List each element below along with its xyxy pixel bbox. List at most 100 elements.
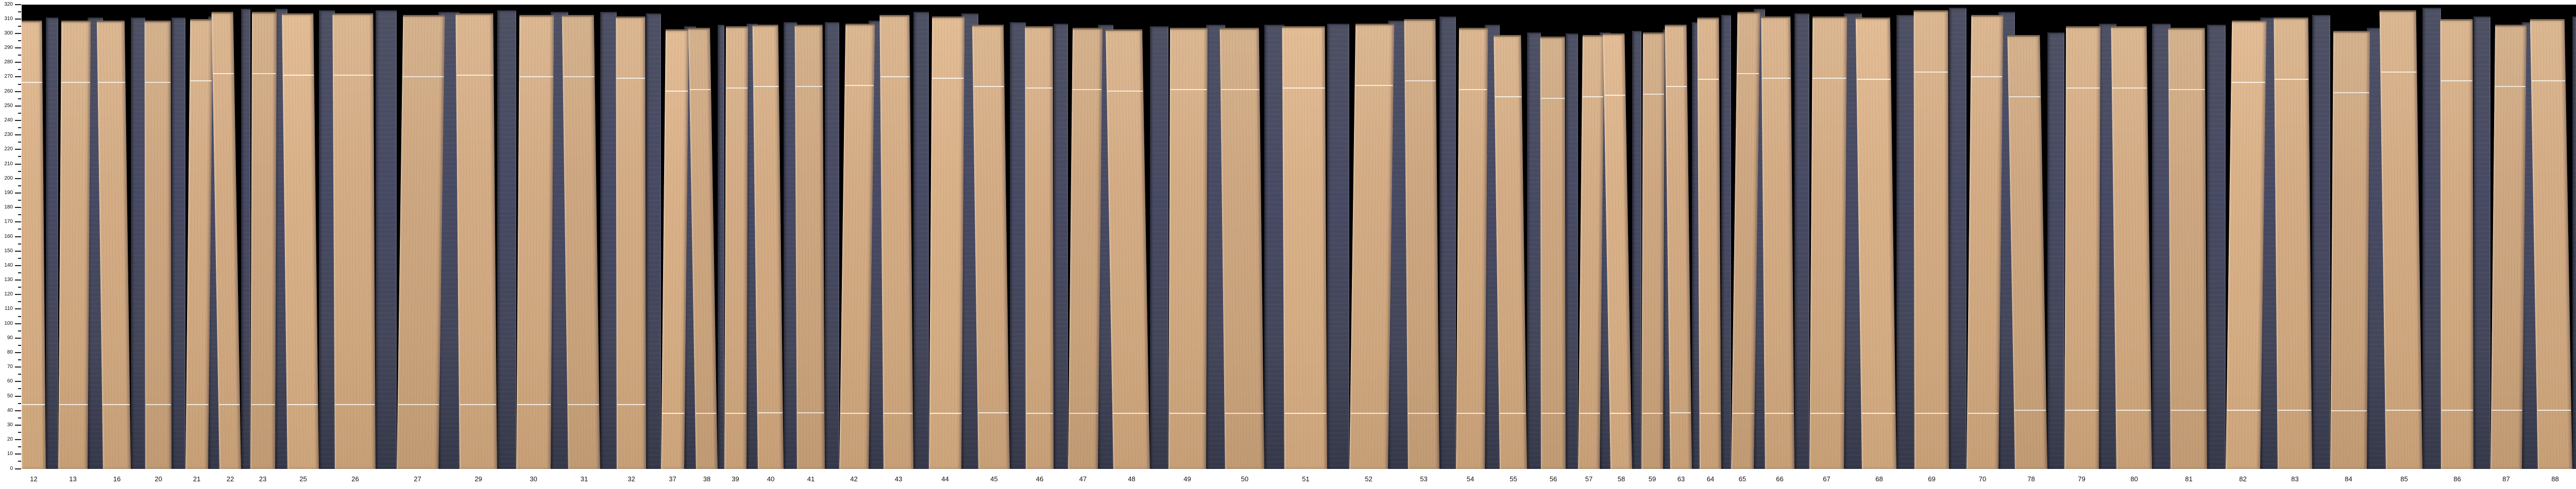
y-axis: 0 10 20 30 40 50 60 70 80 90 100 110 120 130 140 150 160… [0,0,22,489]
core-sample-unit [1219,5,1284,469]
x-axis-cell: 22 [219,469,250,489]
core-marker-line [1610,412,1631,414]
core-marker-line [145,404,171,405]
core-marker-line [98,82,125,83]
y-axis-major-tick [15,308,21,310]
core-marker-line [283,75,314,76]
y-axis-minor-tick [18,359,21,361]
core-sample-bar [1697,18,1721,469]
mount-gap-strip [241,9,250,469]
mount-gap-strip [46,18,58,469]
y-tick-label: 180 [4,204,13,211]
x-axis-cell: 66 [1765,469,1809,489]
core-sample-bar [22,21,46,469]
x-axis-cell: 70 [1967,469,2015,489]
mount-gap-strip [2152,23,2171,469]
y-axis-minor-tick [18,417,21,418]
core-marker-line [665,91,688,92]
core-marker-line [1169,412,1206,414]
core-sample-unit [616,5,661,469]
x-axis-cell: 50 [1225,469,1284,489]
core-sample-bar [616,16,646,469]
sample-id-label: 63 [1677,475,1685,483]
core-marker-line [517,404,551,405]
y-axis-major-tick [15,236,21,237]
core-sample-bar [144,21,172,469]
core-marker-line [1170,89,1207,91]
x-axis-cell: 63 [1670,469,1700,489]
sample-id-label: 16 [113,475,121,483]
core-sample-bar [58,21,91,469]
y-axis-major-tick [15,178,21,179]
y-axis-major-tick [15,221,21,223]
y-axis-minor-tick [18,432,21,433]
y-axis-major-tick [15,280,21,281]
mount-gap-strip [2047,32,2064,469]
core-marker-line [1812,77,1846,79]
core-sample-bar [2274,18,2312,469]
y-axis-minor-tick [18,257,21,259]
core-marker-line [61,82,90,83]
core-marker-line [22,82,42,83]
core-marker-line [884,412,913,414]
core-marker-line [402,76,444,77]
sample-id-label: 25 [299,475,307,483]
sample-id-label: 44 [941,475,949,483]
core-marker-line [2333,92,2369,93]
x-axis-cell: 20 [145,469,185,489]
x-axis-cell: 52 [1349,469,1408,489]
sample-id-label: 79 [2078,475,2086,483]
x-axis-cell: 42 [839,469,884,489]
core-marker-line [1350,412,1388,414]
sample-id-label: 48 [1128,475,1136,483]
sample-id-label: 83 [2291,475,2299,483]
core-sample-bar [1456,28,1488,469]
core-marker-line [145,82,171,83]
y-tick-label: 190 [4,189,13,196]
sample-id-label: 65 [1738,475,1747,483]
core-marker-line [335,404,375,405]
core-marker-line [1025,88,1053,89]
y-axis-major-tick [15,134,21,136]
y-axis-minor-tick [18,330,21,331]
core-marker-line [1579,412,1600,414]
mount-gap-strip [913,12,929,469]
core-marker-line [797,412,824,414]
sample-id-label: 39 [732,475,739,483]
y-axis-minor-tick [18,69,21,71]
core-marker-line [568,404,599,405]
y-axis-minor-tick [18,25,21,27]
sample-id-label: 46 [1036,475,1044,483]
core-marker-line [1582,96,1603,98]
mount-gap-strip [600,12,617,469]
sample-id-label: 13 [69,475,77,483]
core-sample-bar [1025,26,1054,469]
core-sample-unit [1603,5,1641,469]
core-sample-unit [96,5,145,469]
core-sample-unit [794,5,839,469]
x-axis-cell: 16 [103,469,145,489]
core-sample-bar [879,14,913,469]
y-axis-major-tick [15,47,21,49]
y-axis-major-tick [15,265,21,266]
core-marker-line [1069,412,1098,414]
y-axis-minor-tick [18,200,21,201]
core-sample-unit [2274,5,2330,469]
core-sample-unit [1282,5,1349,469]
core-sample-unit [516,5,568,469]
x-axis-cell: 88 [2538,469,2576,489]
core-marker-line [2014,410,2046,411]
core-sample-bar [2111,26,2152,469]
core-sample-unit [58,5,103,469]
x-axis-cell: 64 [1700,469,1731,489]
sample-id-label: 27 [414,475,421,483]
sample-id-label: 47 [1079,475,1087,483]
sample-id-label: 59 [1648,475,1656,483]
core-sample-bar [2226,21,2267,469]
y-tick-label: 100 [4,320,13,326]
x-axis-cell: 49 [1168,469,1225,489]
x-axis-cell: 51 [1284,469,1349,489]
sample-id-label: 37 [669,475,676,483]
x-axis-cell: 54 [1456,469,1500,489]
y-tick-label: 160 [4,233,13,239]
